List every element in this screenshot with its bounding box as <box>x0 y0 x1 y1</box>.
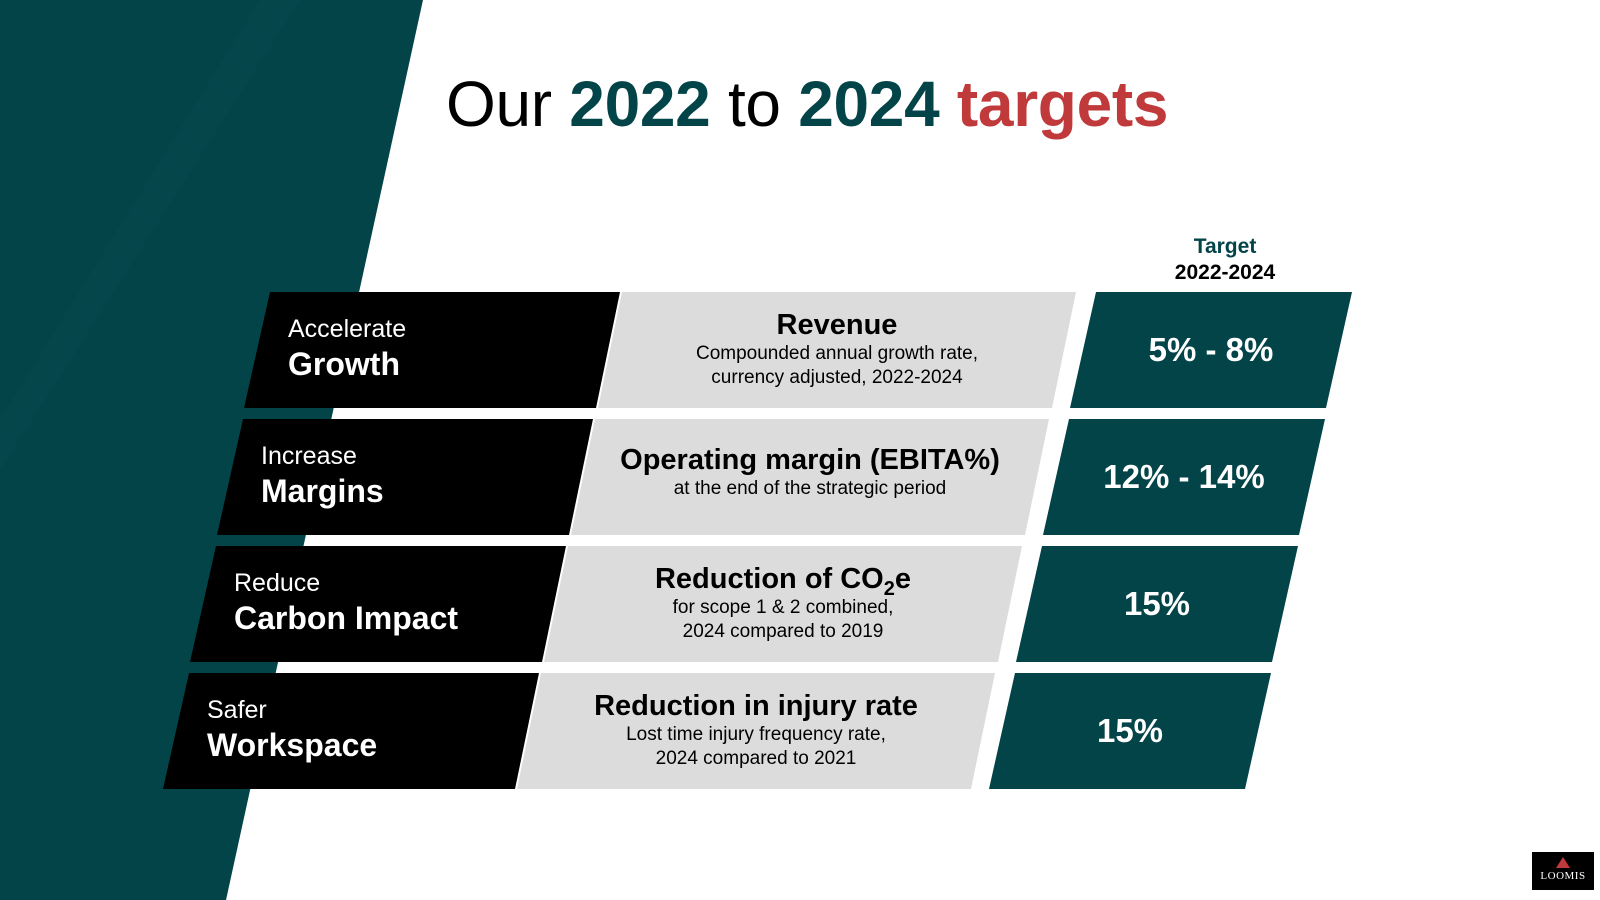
metric-title: Operating margin (EBITA%) <box>620 444 1000 476</box>
goal-cell: Safer Workspace <box>163 673 539 789</box>
metric-description-line2: 2024 compared to 2019 <box>682 621 884 642</box>
metric-title: Reduction in injury rate <box>594 690 918 722</box>
metric-cell: Reduction in injury rate Lost time injur… <box>517 673 995 789</box>
goal-cell: Increase Margins <box>217 419 593 535</box>
target-column-header: Target 2022-2024 <box>1125 234 1325 286</box>
metric-description-line1: at the end of the strategic period <box>673 478 947 499</box>
metric-cell: Reduction of CO2e for scope 1 & 2 combin… <box>544 546 1022 662</box>
target-value-cell: 12% - 14% <box>1043 419 1325 535</box>
loomis-logo: LOOMIS <box>1532 852 1594 890</box>
goal-verb: Increase <box>261 442 357 470</box>
metric-description-line2: 2024 compared to 2021 <box>655 748 857 769</box>
title-year-end: 2024 <box>798 68 940 140</box>
metric-title-main: Reduction of CO <box>654 563 884 595</box>
page-title: Our 2022 to 2024 targets <box>446 66 1169 142</box>
metric-title: Reduction of CO2e <box>568 562 998 599</box>
goal-verb: Safer <box>207 696 267 724</box>
target-value-cell: 15% <box>1016 546 1298 662</box>
metric-description-line1: Compounded annual growth rate, <box>695 343 979 364</box>
goal-verb: Accelerate <box>288 315 407 343</box>
goal-subject: Carbon Impact <box>234 600 459 636</box>
metric-cell: Revenue Compounded annual growth rate, c… <box>598 292 1076 408</box>
metric-title-subscript: 2 <box>883 577 895 600</box>
goal-cell: Reduce Carbon Impact <box>190 546 566 662</box>
target-value: 15% <box>1123 585 1191 622</box>
teal-slant-panel <box>0 0 423 900</box>
target-value: 12% - 14% <box>1103 458 1265 495</box>
goal-verb: Reduce <box>234 569 321 597</box>
goal-subject: Workspace <box>207 727 378 763</box>
target-value: 15% <box>1096 712 1164 749</box>
metric-cell: Operating margin (EBITA%) at the end of … <box>571 419 1049 535</box>
target-value: 5% - 8% <box>1148 331 1274 368</box>
goal-cell: Accelerate Growth <box>244 292 620 408</box>
metric-description-line1: for scope 1 & 2 combined, <box>672 597 894 618</box>
goal-subject: Growth <box>288 346 400 382</box>
title-part-targets: targets <box>956 68 1169 140</box>
metric-title-suffix: e <box>894 563 912 595</box>
target-column-period: 2022-2024 <box>1174 261 1276 284</box>
triangle-icon <box>1556 857 1570 868</box>
target-value-cell: 15% <box>989 673 1271 789</box>
title-part-to: to <box>727 68 781 140</box>
metric-title: Revenue <box>776 309 898 341</box>
target-column-label: Target <box>1193 235 1257 258</box>
title-part-our: Our <box>446 68 552 140</box>
logo-text: LOOMIS <box>1540 870 1586 882</box>
panel-sheen <box>0 0 300 470</box>
metric-description-line2: currency adjusted, 2022-2024 <box>711 367 963 388</box>
title-year-start: 2022 <box>569 68 711 140</box>
goal-subject: Margins <box>261 473 384 509</box>
metric-description-line1: Lost time injury frequency rate, <box>626 724 886 745</box>
target-value-cell: 5% - 8% <box>1070 292 1352 408</box>
